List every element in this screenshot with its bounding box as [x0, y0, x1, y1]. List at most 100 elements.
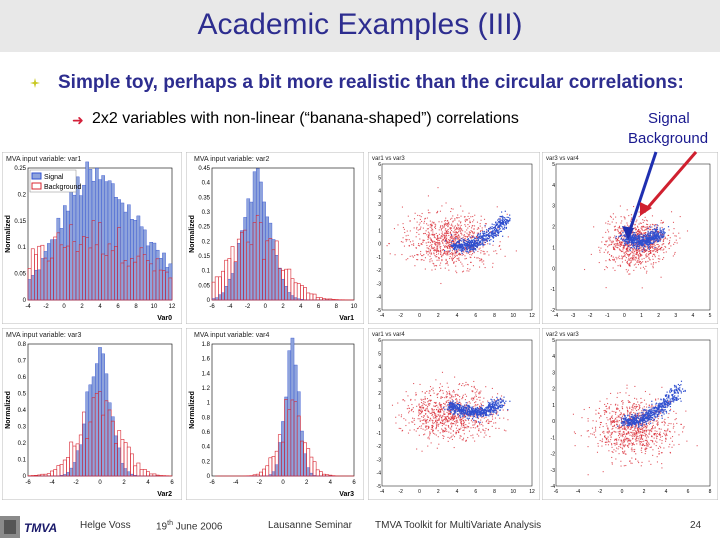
background-point — [427, 236, 429, 238]
signal-point — [494, 405, 496, 407]
signal-bin — [259, 181, 263, 301]
background-point — [459, 418, 461, 420]
background-point — [476, 433, 478, 435]
signal-point — [651, 236, 653, 239]
background-point — [429, 242, 432, 244]
background-point — [457, 250, 459, 252]
signal-bin — [63, 205, 67, 301]
background-point — [457, 425, 459, 427]
background-point — [481, 261, 483, 263]
background-point — [654, 242, 656, 244]
background-point — [443, 234, 445, 236]
background-point — [643, 232, 645, 234]
background-point — [490, 413, 492, 415]
signal-point — [640, 239, 642, 241]
background-point — [435, 420, 437, 423]
background-point — [630, 257, 632, 259]
background-point — [484, 223, 486, 225]
background-point — [453, 417, 455, 420]
signal-point — [496, 224, 498, 226]
signal-point — [462, 410, 464, 412]
background-point — [476, 235, 478, 238]
signal-point — [503, 224, 505, 226]
background-point — [673, 228, 675, 230]
signal-point — [654, 225, 656, 227]
signal-point — [632, 233, 635, 235]
background-point — [645, 228, 647, 230]
background-point — [431, 240, 433, 242]
background-point — [464, 419, 466, 421]
background-point — [453, 389, 455, 392]
signal-point — [475, 410, 477, 413]
background-point — [433, 235, 436, 237]
signal-point — [463, 409, 465, 411]
signal-point — [486, 231, 488, 234]
background-point — [624, 217, 626, 219]
background-point — [454, 254, 456, 256]
background-point — [652, 234, 654, 236]
background-point — [420, 427, 422, 429]
signal-point — [451, 404, 453, 406]
background-point — [640, 247, 642, 249]
background-point — [636, 225, 639, 227]
background-point — [441, 428, 443, 430]
signal-point — [457, 241, 459, 243]
signal-point — [468, 250, 471, 252]
background-point — [496, 412, 498, 414]
background-point — [455, 433, 457, 435]
background-point — [436, 408, 438, 410]
background-point — [496, 206, 498, 208]
signal-point — [661, 237, 663, 239]
x-tick-label: 2 — [281, 304, 285, 310]
signal-point — [638, 243, 640, 245]
signal-point — [499, 227, 501, 230]
signal-point — [640, 243, 642, 246]
signal-point — [443, 407, 445, 409]
background-point — [478, 393, 480, 395]
signal-point — [631, 241, 633, 243]
background-point — [433, 401, 435, 404]
signal-point — [642, 238, 644, 241]
background-point — [459, 227, 461, 229]
signal-point — [643, 237, 645, 239]
signal-point — [500, 222, 502, 224]
signal-point — [453, 247, 456, 249]
background-point — [458, 236, 460, 238]
background-point — [625, 257, 627, 259]
signal-bin — [218, 294, 222, 301]
background-point — [448, 251, 450, 253]
background-point — [650, 235, 653, 237]
background-point — [639, 222, 641, 224]
background-point — [668, 234, 670, 236]
background-point — [437, 425, 439, 427]
background-point — [495, 427, 497, 429]
background-point — [448, 241, 450, 243]
background-point — [464, 240, 467, 242]
y-tick-label: 0.1 — [18, 458, 27, 464]
background-point — [452, 221, 454, 223]
background-point — [436, 419, 438, 421]
signal-point — [491, 408, 493, 410]
signal-point — [659, 227, 661, 229]
background-point — [414, 265, 416, 267]
signal-point — [654, 235, 656, 237]
background-point — [636, 253, 638, 255]
signal-bin — [136, 215, 141, 301]
signal-point — [476, 413, 478, 416]
signal-point — [483, 239, 485, 241]
background-point — [624, 252, 626, 254]
background-point — [652, 224, 654, 226]
background-point — [473, 232, 475, 234]
signal-point — [501, 220, 503, 222]
background-point — [437, 411, 439, 413]
signal-point — [486, 235, 488, 237]
signal-point — [466, 249, 469, 251]
background-point — [421, 391, 423, 393]
background-point — [427, 445, 429, 447]
background-point — [439, 264, 441, 266]
signal-point — [467, 250, 469, 253]
background-point — [657, 250, 659, 252]
signal-point — [504, 226, 506, 228]
signal-point — [473, 243, 475, 246]
background-point — [646, 242, 648, 244]
